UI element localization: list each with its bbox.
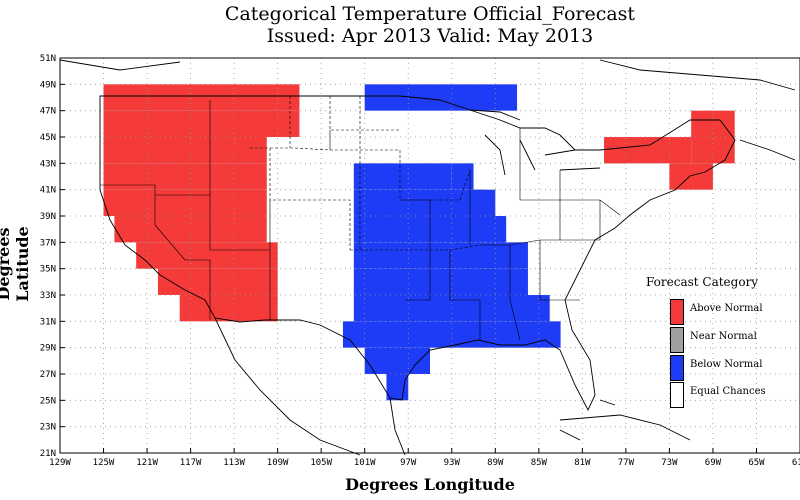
x-tick-label: 117W (180, 458, 202, 468)
legend-label: Above Normal (690, 303, 763, 314)
chart-title: Categorical Temperature Official_Forecas… (224, 3, 636, 25)
plot-frame (59, 57, 800, 454)
chart-subtitle: Issued: Apr 2013 Valid: May 2013 (266, 25, 594, 47)
x-tick-label: 61W (792, 458, 800, 468)
y-tick-label: 43N (40, 159, 56, 169)
x-tick-label: 129W (49, 458, 71, 468)
y-tick-label: 41N (40, 186, 56, 196)
x-tick-label: 125W (93, 458, 115, 468)
x-tick-label: 77W (618, 458, 635, 468)
mexico-coast (214, 317, 406, 456)
us-outline (99, 95, 736, 412)
y-tick-label: 23N (40, 423, 56, 433)
y-tick-label: 31N (40, 317, 56, 327)
x-tick-label: 101W (354, 458, 376, 468)
legend-swatch (670, 382, 684, 408)
above-normal-region (103, 189, 267, 216)
legend-label: Equal Chances (690, 386, 766, 397)
x-tick-label: 93W (444, 458, 461, 468)
above-normal-region (103, 163, 267, 190)
below-normal-region (353, 242, 528, 269)
legend: Forecast Category Above Normal Near Norm… (640, 275, 800, 408)
y-tick-label: 21N (40, 449, 56, 459)
canada-coast (59, 59, 796, 161)
x-tick-label: 89W (487, 458, 504, 468)
below-normal-region (353, 189, 485, 216)
y-tick-label: 47N (40, 107, 56, 117)
above-normal-region (136, 242, 278, 269)
y-tick-label: 39N (40, 212, 56, 222)
above-normal-region (179, 295, 278, 322)
y-axis-label: Degrees Latitude (0, 226, 32, 302)
legend-title: Forecast Category (646, 275, 759, 289)
y-tick-label: 51N (40, 54, 56, 64)
legend-label: Below Normal (690, 359, 763, 370)
y-tick-label: 33N (40, 291, 56, 301)
above-normal-region (103, 110, 300, 137)
y-tick-label: 37N (40, 238, 56, 248)
below-normal-region (364, 84, 518, 111)
y-tick-label: 27N (40, 370, 56, 380)
legend-swatch (670, 299, 684, 325)
x-tick-label: 69W (705, 458, 722, 468)
florida-keys (559, 399, 616, 441)
x-tick-label: 73W (661, 458, 678, 468)
y-tick-label: 29N (40, 344, 56, 354)
y-tick-label: 35N (40, 265, 56, 275)
x-axis-label: Degrees Longitude (345, 475, 515, 494)
y-tick-label: 25N (40, 396, 56, 406)
below-normal-region (364, 347, 430, 374)
legend-swatch (670, 327, 684, 353)
cuba (559, 414, 691, 441)
x-tick-label: 85W (531, 458, 548, 468)
legend-swatch (670, 355, 684, 381)
above-normal-region (103, 137, 267, 164)
y-tick-label: 49N (40, 80, 56, 90)
above-normal-region (103, 84, 300, 111)
below-normal-region (353, 268, 528, 295)
below-normal-region (386, 374, 409, 401)
x-tick-label: 97W (400, 458, 417, 468)
x-tick-label: 121W (136, 458, 158, 468)
x-tick-label: 105W (310, 458, 332, 468)
above-normal-region (114, 216, 267, 243)
x-tick-label: 113W (223, 458, 245, 468)
below-normal-region (353, 163, 452, 190)
legend-label: Near Normal (690, 331, 757, 342)
above-normal-region (669, 163, 713, 190)
x-tick-label: 109W (267, 458, 289, 468)
above-normal-region (604, 137, 626, 164)
x-tick-label: 65W (748, 458, 765, 468)
great-lakes (469, 109, 601, 176)
below-normal-region (473, 189, 496, 216)
above-normal-region (157, 268, 278, 295)
x-tick-label: 81W (574, 458, 591, 468)
below-normal-region (451, 163, 474, 190)
y-tick-label: 45N (40, 133, 56, 143)
